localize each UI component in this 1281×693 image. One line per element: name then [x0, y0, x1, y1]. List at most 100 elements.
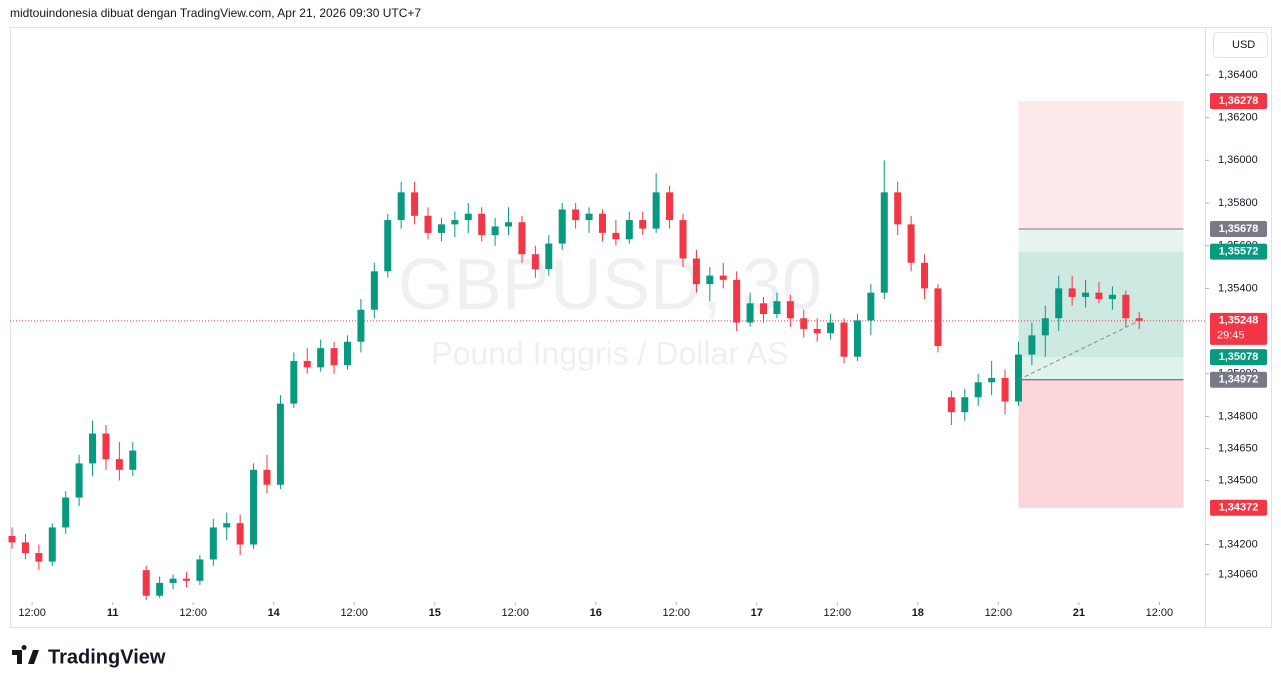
x-tick-label: 12:00	[179, 607, 207, 619]
position-zone	[1018, 379, 1184, 508]
candle-body	[1041, 318, 1049, 336]
price-label-bg	[1210, 499, 1267, 516]
candle-body	[142, 570, 150, 596]
candle-body	[129, 450, 137, 470]
candle-body	[370, 271, 378, 310]
candle-body	[343, 341, 351, 366]
candle-body	[988, 378, 996, 383]
candle-body	[1068, 288, 1076, 297]
logo: TradingView	[12, 645, 166, 668]
candle-body	[800, 318, 808, 329]
candle-body	[491, 226, 499, 236]
price-label-bg	[1210, 312, 1267, 345]
candle-body	[934, 288, 942, 347]
x-tick-label: 14	[268, 607, 281, 619]
candle-body	[706, 275, 714, 285]
x-tick-label: 18	[912, 607, 924, 619]
y-tick-label: 1,34650	[1218, 442, 1258, 454]
candle-body	[1001, 378, 1009, 402]
candle-body	[89, 433, 97, 464]
price-label-bg	[1210, 92, 1267, 109]
candle-body	[733, 279, 741, 323]
candle-body	[62, 497, 70, 528]
price-label: 1,34372	[1219, 502, 1259, 514]
candle-body	[35, 553, 43, 562]
candle-body	[545, 243, 553, 270]
position-zone	[1018, 251, 1184, 358]
candle-body	[156, 582, 164, 596]
candle-body	[947, 397, 955, 413]
candle-body	[209, 527, 217, 560]
currency-button[interactable]	[1213, 32, 1268, 58]
price-label-bg	[1210, 221, 1267, 238]
candle-body	[1014, 354, 1022, 402]
y-tick-label: 1,34800	[1218, 410, 1258, 422]
candle-body	[1108, 294, 1116, 300]
candle-body	[827, 322, 835, 334]
x-tick-label: 21	[1073, 607, 1085, 619]
x-tick-label: 11	[107, 607, 119, 619]
candle-body	[692, 258, 700, 285]
x-tick-label: 16	[590, 607, 602, 619]
price-label: 1,35678	[1219, 223, 1259, 235]
candle-body	[397, 192, 405, 221]
candle-body	[236, 523, 244, 545]
position-path	[1018, 320, 1140, 381]
candle-body	[598, 213, 606, 233]
price-label: 1,34972	[1219, 374, 1259, 386]
watermark-description: Pound Inggris / Dollar AS	[431, 335, 789, 371]
candle-body	[1135, 318, 1143, 321]
candle-body	[411, 192, 419, 216]
candle-body	[303, 360, 311, 368]
candle-body	[853, 320, 861, 357]
candle-body	[666, 192, 674, 221]
candle-body	[921, 262, 929, 289]
candle-body	[974, 382, 982, 398]
candle-body	[263, 469, 271, 485]
candle-body	[1122, 294, 1130, 319]
candle-body	[880, 192, 888, 293]
candle-body	[384, 220, 392, 272]
candle-body	[1082, 292, 1090, 297]
x-tick-label: 12:00	[663, 607, 691, 619]
candle-body	[437, 224, 445, 233]
chart-frame	[10, 27, 1272, 628]
logo-mark	[12, 645, 39, 664]
candle-body	[1055, 288, 1063, 319]
candle-body	[317, 348, 325, 368]
currency[interactable]: USD	[1232, 39, 1255, 51]
candle-body	[585, 213, 593, 221]
x-tick-label: 12:00	[1146, 607, 1174, 619]
candle-body	[330, 348, 338, 366]
candle-body	[652, 192, 660, 229]
candle-body	[451, 220, 459, 225]
candle-body	[1028, 335, 1036, 355]
y-tick-label: 1,34060	[1218, 568, 1258, 580]
position-zone	[1018, 357, 1184, 380]
y-tick-label: 1,34500	[1218, 474, 1258, 486]
candle-body	[250, 469, 258, 545]
candle-body	[290, 360, 298, 404]
candle-body	[115, 459, 123, 470]
candle-body	[558, 209, 566, 244]
candle-body	[679, 220, 687, 259]
candle-body	[961, 397, 969, 413]
price-label: 1,35572	[1219, 246, 1259, 258]
candle-body	[75, 463, 83, 498]
candle-body	[786, 301, 794, 319]
candle-body	[840, 322, 848, 357]
candle-body	[196, 559, 204, 581]
candle-body	[169, 578, 177, 583]
candle-body	[464, 213, 472, 221]
candle-body	[1095, 292, 1103, 300]
x-tick-label: 15	[429, 607, 441, 619]
candle-body	[760, 303, 768, 314]
x-tick-label: 12:00	[501, 607, 529, 619]
candle-body	[276, 403, 284, 485]
candle-body	[478, 213, 486, 236]
candle-body	[894, 192, 902, 225]
header-text: midtouindonesia dibuat dengan TradingVie…	[10, 6, 421, 20]
candle-body	[531, 254, 539, 270]
